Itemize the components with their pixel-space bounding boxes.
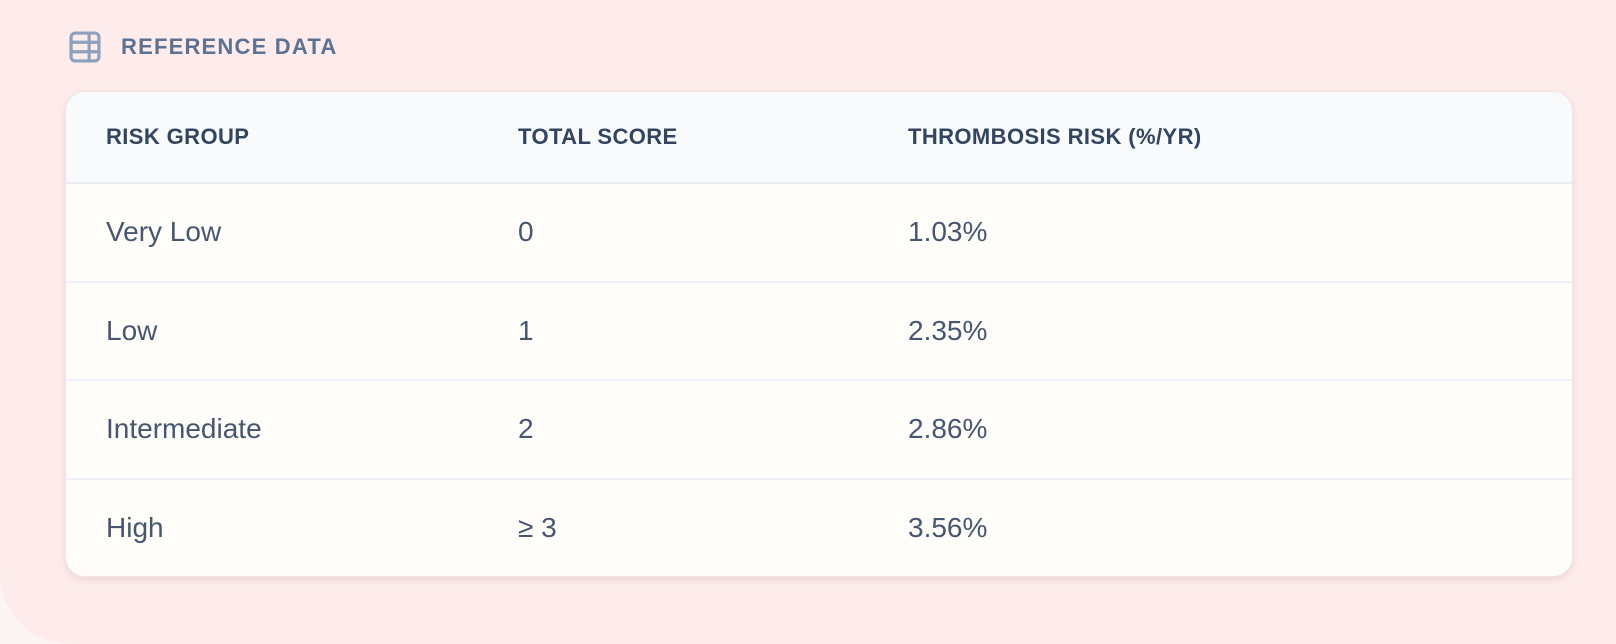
table-row: Very Low 0 1.03% [66, 184, 1572, 283]
table-row: Low 1 2.35% [66, 282, 1572, 381]
cell-thrombosis-risk: 2.86% [908, 413, 988, 445]
table-body: Very Low 0 1.03% Low 1 2.35% Intermediat… [66, 184, 1572, 576]
table-header-row: RISK GROUP TOTAL SCORE THROMBOSIS RISK (… [66, 92, 1572, 184]
reference-data-card: RISK GROUP TOTAL SCORE THROMBOSIS RISK (… [65, 91, 1573, 577]
table-icon [66, 28, 104, 66]
cell-total-score: 1 [518, 314, 534, 346]
reference-data-section-header: REFERENCE DATA [66, 28, 337, 66]
cell-total-score: 0 [518, 216, 534, 248]
cell-risk-group: Very Low [106, 216, 222, 248]
cell-risk-group: Low [106, 314, 158, 346]
table-row: High ≥ 3 3.56% [66, 479, 1572, 576]
cell-risk-group: Intermediate [106, 413, 262, 445]
table-row: Intermediate 2 2.86% [66, 381, 1572, 480]
cell-thrombosis-risk: 2.35% [908, 314, 988, 346]
column-header-total-score: TOTAL SCORE [518, 124, 678, 149]
cell-total-score: 2 [518, 413, 534, 445]
cell-thrombosis-risk: 3.56% [908, 511, 988, 543]
cell-thrombosis-risk: 1.03% [908, 216, 988, 248]
cell-total-score: ≥ 3 [518, 511, 557, 543]
section-title: REFERENCE DATA [121, 34, 338, 59]
cell-risk-group: High [106, 511, 164, 543]
column-header-risk-group: RISK GROUP [106, 124, 250, 149]
column-header-thrombosis-risk: THROMBOSIS RISK (%/YR) [908, 124, 1202, 149]
